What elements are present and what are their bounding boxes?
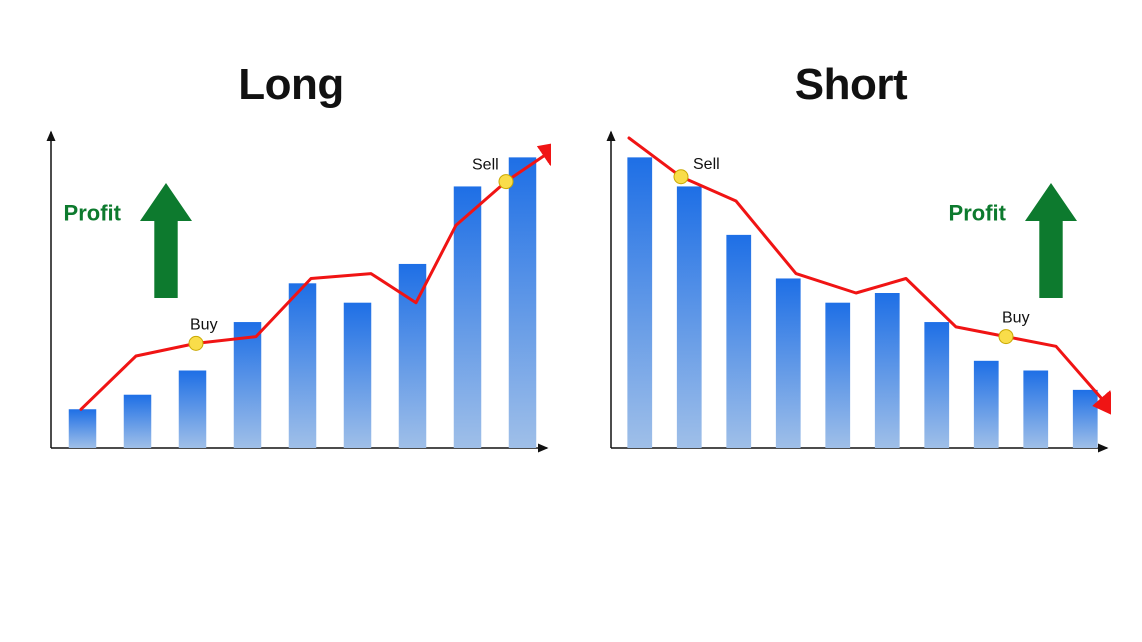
bar	[69, 409, 97, 448]
bar	[509, 157, 537, 448]
bar	[974, 361, 999, 448]
bar	[677, 186, 702, 448]
marker-dot	[499, 175, 513, 189]
short-chart: Sell Buy Profit	[591, 128, 1111, 468]
profit-arrow-icon	[1025, 183, 1077, 298]
long-title: Long	[238, 60, 344, 110]
bar	[726, 235, 751, 448]
marker-dot	[999, 330, 1013, 344]
bar	[179, 371, 207, 449]
bar	[289, 283, 317, 448]
marker-label: Buy	[1002, 310, 1030, 327]
marker-dot	[674, 170, 688, 184]
bar	[924, 322, 949, 448]
short-title: Short	[795, 60, 907, 110]
bar	[454, 186, 482, 448]
long-chart: Buy Sell Profit	[31, 128, 551, 468]
bar	[875, 293, 900, 448]
marker-dot	[189, 336, 203, 350]
profit-label: Profit	[949, 201, 1007, 226]
bar	[344, 303, 372, 448]
short-panel: Short Sell Buy Profit	[591, 60, 1111, 468]
marker-label: Sell	[472, 157, 499, 174]
profit-label: Profit	[64, 201, 122, 226]
bar	[1073, 390, 1098, 448]
bar	[1023, 371, 1048, 449]
marker-label: Sell	[693, 156, 720, 173]
bar	[776, 278, 801, 448]
long-panel: Long Buy Sell Profit	[31, 60, 551, 468]
bar	[234, 322, 262, 448]
bar	[825, 303, 850, 448]
bar	[627, 157, 652, 448]
marker-label: Buy	[190, 316, 218, 333]
profit-arrow-icon	[140, 183, 192, 298]
bar	[124, 395, 152, 448]
